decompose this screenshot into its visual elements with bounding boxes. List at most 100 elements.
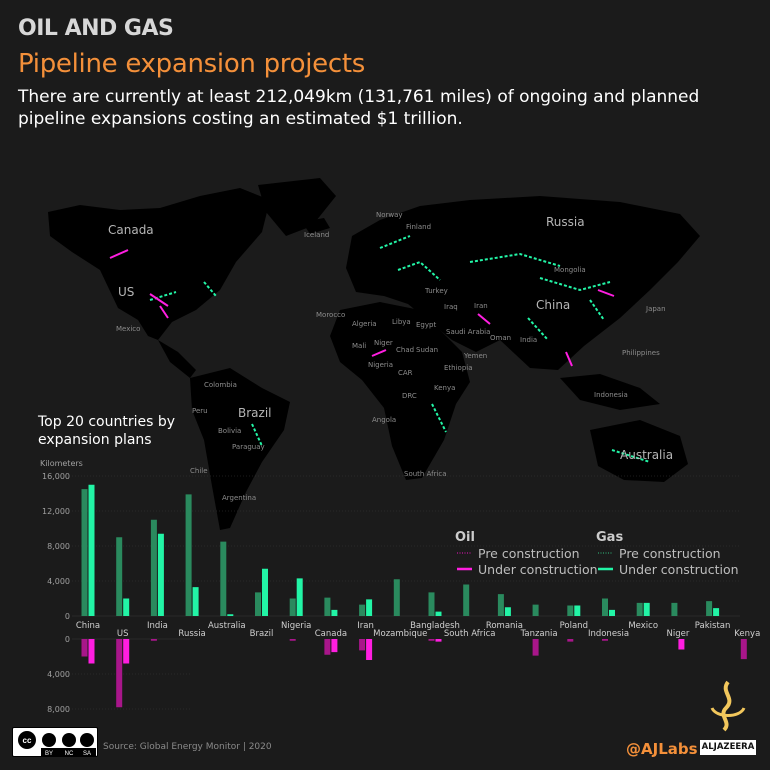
bar-gas-under-canada: [331, 609, 338, 616]
map-label-iraq: Iraq: [444, 303, 458, 311]
category-label-indonesia: Indonesia: [588, 629, 629, 639]
category-label-poland: Poland: [560, 621, 588, 631]
legend-gas-title: Gas: [596, 530, 624, 545]
tick-label-oil: 0: [65, 635, 70, 644]
map-label-philippines: Philippines: [622, 349, 660, 357]
bar-gas-pre-romania: [497, 594, 504, 616]
chart-title-text: Top 20 countries by expansion plans: [38, 414, 176, 448]
legend-gas-under-label: Under construction: [619, 562, 739, 577]
bar-gas-under-iran: [366, 599, 373, 616]
bar-gas-under-poland: [574, 605, 581, 616]
bar-gas-pre-south-africa: [463, 584, 470, 616]
map-label-iran: Iran: [474, 302, 488, 310]
africa-shape: [330, 302, 470, 480]
chart-bars: [81, 484, 747, 708]
category-label-canada: Canada: [315, 629, 347, 639]
bar-gas-pre-us: [116, 537, 123, 616]
map-label-russia: Russia: [546, 215, 585, 229]
legend-oil-pre-label: Pre construction: [478, 546, 580, 561]
map-label-nigeria: Nigeria: [368, 361, 393, 369]
map-label-car: CAR: [398, 369, 413, 377]
legend-oil-under-label: Under construction: [478, 562, 598, 577]
bar-oil-pre-iran: [359, 639, 366, 651]
bar-gas-under-us: [123, 598, 130, 616]
bar-oil-pre-kenya: [740, 639, 747, 660]
bar-gas-pre-brazil: [255, 592, 261, 616]
bar-gas-under-nigeria: [296, 578, 303, 616]
kicker: OIL AND GAS: [18, 16, 174, 41]
map-label-finland: Finland: [406, 223, 431, 231]
bar-gas-pre-china: [81, 489, 88, 616]
north-america-shape: [48, 188, 270, 340]
bar-gas-pre-poland: [567, 605, 574, 616]
bar-gas-pre-pakistan: [706, 601, 713, 616]
australia-shape: [590, 420, 688, 482]
map-label-mexico: Mexico: [116, 325, 140, 333]
social-handle[interactable]: @AJLabs: [626, 740, 698, 758]
south-america-shape: [190, 368, 290, 530]
bar-gas-pre-tanzania: [532, 604, 539, 616]
map-label-libya: Libya: [392, 318, 411, 326]
category-label-australia: Australia: [208, 621, 246, 631]
bar-oil-under-canada: [331, 639, 338, 653]
world-map: [48, 178, 700, 530]
bar-oil-pre-us: [116, 639, 123, 708]
svg-text:cc: cc: [23, 736, 32, 745]
category-label-romania: Romania: [486, 621, 523, 631]
cc-nc: NC: [65, 751, 74, 756]
bar-gas-pre-russia: [185, 494, 192, 616]
bar-oil-under-china: [88, 639, 95, 664]
bar-oil-pre-nigeria: [289, 639, 296, 641]
tick-label-gas: 0: [65, 612, 70, 621]
bar-oil-pre-canada: [324, 639, 331, 655]
map-label-ethiopia: Ethiopia: [444, 364, 473, 372]
category-label-south-africa: South Africa: [444, 629, 496, 639]
bar-oil-pre-tanzania: [532, 639, 539, 656]
map-label-indonesia: Indonesia: [594, 391, 628, 399]
cc-sa: SA: [83, 751, 91, 756]
bar-gas-under-brazil: [262, 568, 268, 616]
map-label-us: US: [118, 285, 134, 299]
bar-oil-under-niger: [678, 639, 685, 650]
creative-commons-badge: cc BY NC SA: [12, 727, 98, 757]
map-label-drc: DRC: [402, 392, 417, 400]
bar-gas-pre-nigeria: [289, 598, 296, 616]
category-label-niger: Niger: [666, 629, 689, 639]
map-label-saudi-arabia: Saudi Arabia: [446, 328, 490, 336]
map-label-colombia: Colombia: [204, 381, 237, 389]
category-label-iran: Iran: [357, 621, 374, 631]
bar-oil-pre-indonesia: [602, 639, 608, 641]
category-label-kenya: Kenya: [734, 629, 760, 639]
map-label-chile: Chile: [190, 467, 208, 475]
tick-label-gas: 12,000: [42, 507, 70, 516]
chart-title: Top 20 countries by expansion plans: [38, 413, 188, 449]
bar-gas-under-russia: [192, 587, 199, 616]
bar-gas-pre-bangladesh: [428, 592, 435, 616]
bar-gas-under-india: [157, 533, 164, 616]
pipeline-overlay: [109, 235, 651, 463]
tick-label-oil: 4,000: [47, 670, 70, 679]
bar-gas-under-romania: [504, 607, 511, 616]
category-label-india: India: [147, 621, 168, 631]
map-label-angola: Angola: [372, 416, 396, 424]
central-america-shape: [158, 340, 196, 378]
map-label-mongolia: Mongolia: [554, 266, 586, 274]
bar-gas-under-pakistan: [713, 608, 720, 616]
map-label-canada: Canada: [108, 223, 154, 237]
bar-gas-pre-iran: [359, 604, 366, 616]
map-label-paraguay: Paraguay: [232, 443, 265, 451]
bar-gas-pre-mozambique: [393, 579, 400, 616]
map-label-norway: Norway: [376, 211, 403, 219]
category-label-tanzania: Tanzania: [520, 629, 558, 639]
legend-oil-title: Oil: [455, 530, 475, 545]
page-title: Pipeline expansion projects: [18, 49, 365, 79]
map-label-brazil: Brazil: [238, 406, 272, 420]
oil-pipeline-lines: [109, 249, 615, 367]
bar-oil-pre-china: [81, 639, 88, 657]
aljazeera-wordmark: ALJAZEERA: [700, 740, 756, 755]
bar-oil-under-bangladesh: [435, 639, 442, 642]
southeast-asia-shape: [560, 374, 660, 410]
bar-gas-pre-mexico: [636, 602, 643, 616]
